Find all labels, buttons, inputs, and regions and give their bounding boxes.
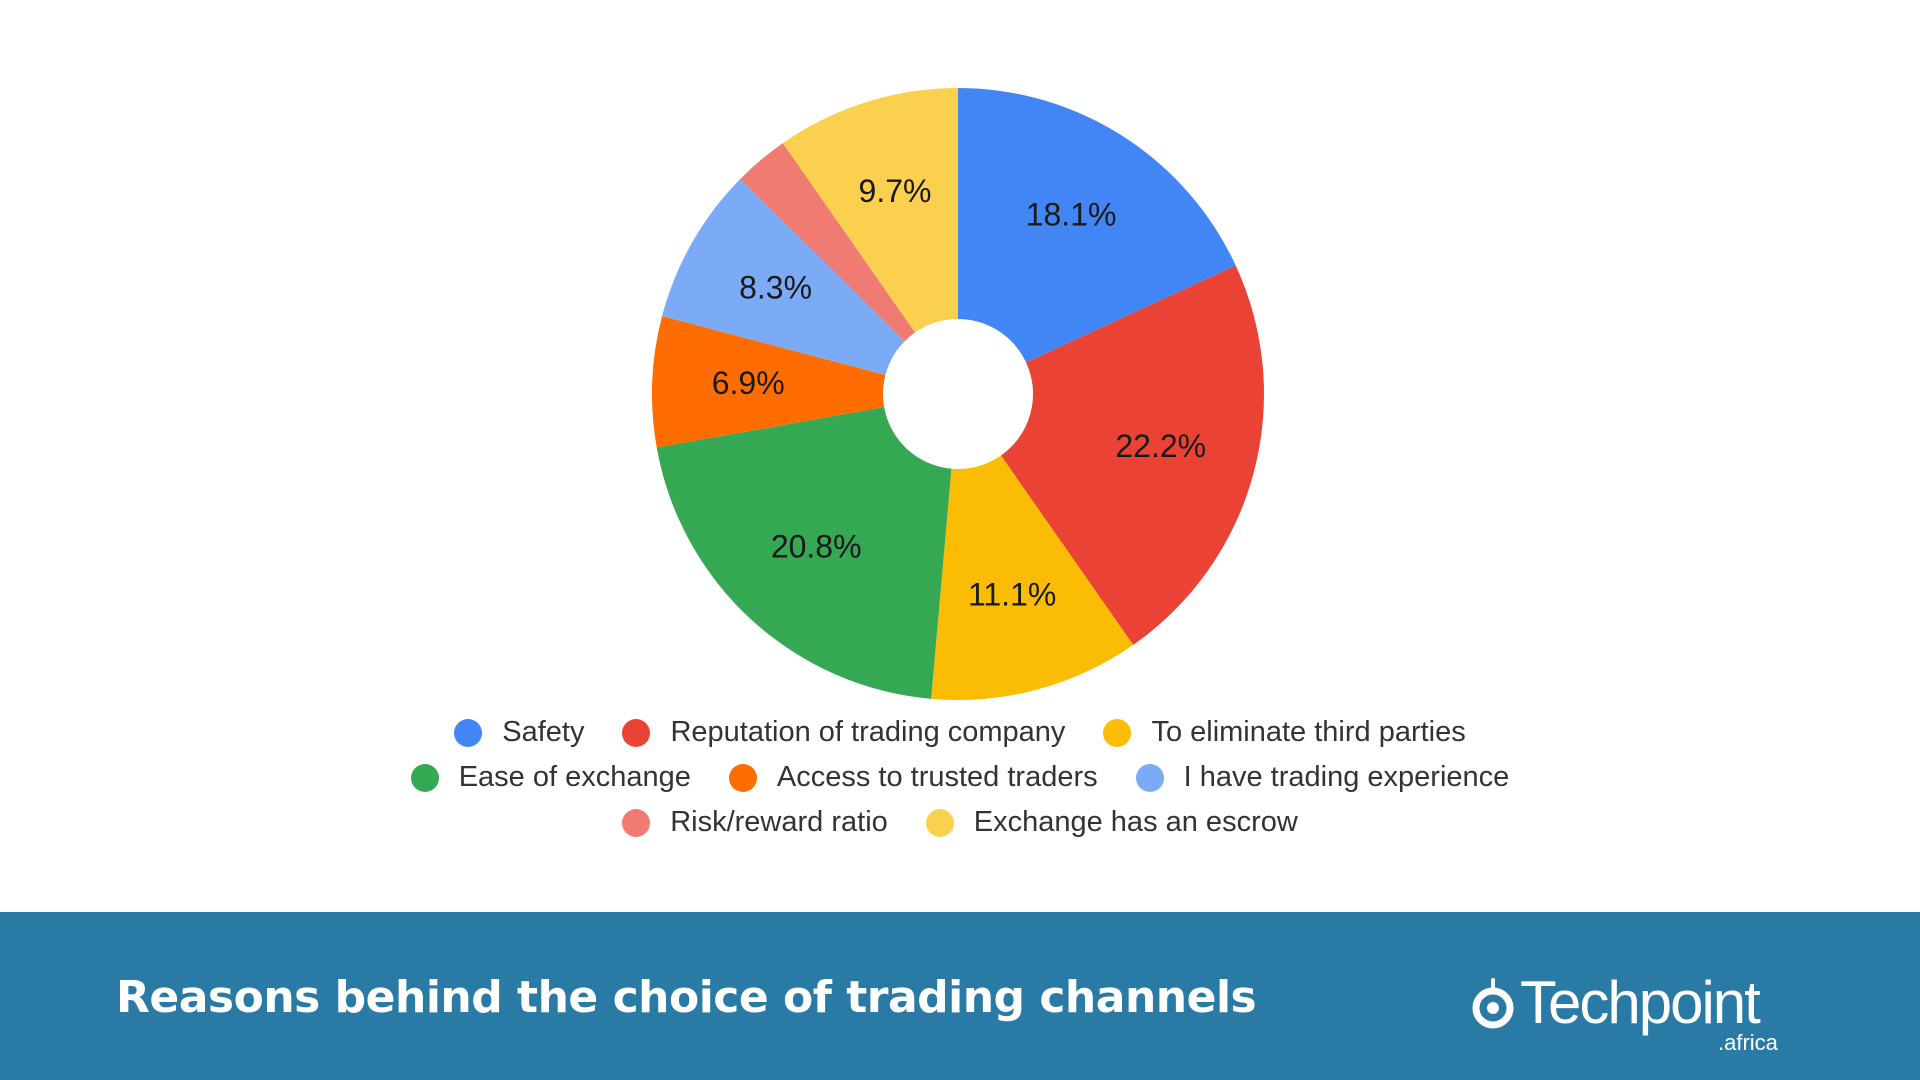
pie-slice-7: [782, 88, 958, 333]
legend-label-5: I have trading experience: [1183, 761, 1510, 793]
legend-marker-0: [454, 718, 483, 747]
legend-label-7: Exchange has an escrow: [973, 806, 1298, 838]
pie-slice-4: [652, 316, 886, 448]
power-icon: [1472, 978, 1514, 1029]
pie-slice-5: [662, 178, 905, 375]
slice-label-0: 18.1%: [1026, 196, 1117, 232]
legend-item-0: Safety: [454, 716, 584, 749]
slice-label-3: 20.8%: [771, 528, 862, 564]
pie-chart: 18.1% 22.2% 11.1% 20.8% 6.9% 8.3% 9.7%: [652, 88, 1264, 700]
footer-title: Reasons behind the choice of trading cha…: [116, 972, 1257, 1023]
legend-marker-3: [410, 763, 439, 792]
legend-item-7: Exchange has an escrow: [925, 806, 1298, 839]
brand-logo: Techpoint .africa: [1470, 962, 1790, 1055]
legend-label-3: Ease of exchange: [458, 761, 691, 793]
legend-item-2: To eliminate third parties: [1103, 716, 1466, 749]
chart-area: 18.1% 22.2% 11.1% 20.8% 6.9% 8.3% 9.7% Safety R…: [0, 88, 1920, 839]
legend-marker-6: [622, 808, 651, 837]
legend-marker-7: [925, 808, 954, 837]
legend-item-3: Ease of exchange: [410, 761, 691, 794]
legend-row-2: Risk/reward ratio Exchange has an escrow: [622, 806, 1298, 839]
legend-row-0: Safety Reputation of trading company To el…: [454, 716, 1466, 749]
legend-marker-4: [728, 763, 757, 792]
legend-label-2: To eliminate third parties: [1151, 716, 1466, 748]
slice-label-7: 9.7%: [859, 173, 932, 209]
legend-item-5: I have trading experience: [1135, 761, 1510, 794]
slice-label-1: 22.2%: [1115, 428, 1206, 464]
pie-slice-1: [1000, 265, 1264, 645]
legend-label-6: Risk/reward ratio: [670, 806, 888, 838]
slice-label-5: 8.3%: [739, 269, 812, 305]
legend-label-1: Reputation of trading company: [670, 716, 1066, 748]
pie-slice-6: [740, 143, 916, 342]
legend-item-6: Risk/reward ratio: [622, 806, 888, 839]
footer-banner: Reasons behind the choice of trading cha…: [0, 912, 1920, 1080]
legend-item-1: Reputation of trading company: [622, 716, 1065, 749]
pie-slice-0: [958, 88, 1236, 363]
pie-slice-2: [931, 455, 1134, 700]
legend-marker-1: [622, 718, 651, 747]
pie-slice-3: [656, 407, 952, 699]
legend-label-4: Access to trusted traders: [776, 761, 1098, 793]
brand-domain: .africa: [1718, 1030, 1778, 1055]
legend-marker-2: [1103, 718, 1132, 747]
legend-label-0: Safety: [502, 716, 585, 748]
slice-label-2: 11.1%: [968, 576, 1056, 612]
legend-row-1: Ease of exchange Access to trusted trader…: [410, 761, 1510, 794]
slice-label-4: 6.9%: [712, 365, 785, 401]
legend: Safety Reputation of trading company To el…: [0, 716, 1920, 839]
brand-name: Techpoint: [1520, 969, 1761, 1036]
legend-marker-5: [1135, 763, 1164, 792]
legend-item-4: Access to trusted traders: [728, 761, 1098, 794]
